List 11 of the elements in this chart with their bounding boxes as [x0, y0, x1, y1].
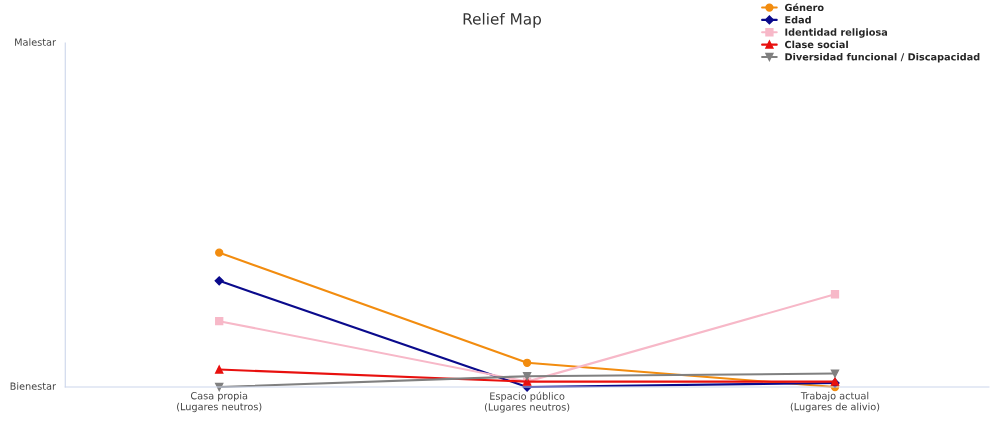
legend-label: Género: [784, 3, 824, 12]
text: Bienestar: [10, 382, 57, 390]
legend-label: Identidad religiosa: [785, 28, 888, 38]
x-tick-label: Trabajo actual (Lugares de alivio): [790, 391, 880, 413]
x-tick-label: Casa propia (Lugares neutros): [177, 391, 262, 413]
chart-title: Relief Map: [463, 12, 542, 28]
x-tick-label: Espacio público (Lugares neutros): [484, 391, 570, 413]
legend-label: Edad: [785, 15, 811, 24]
legend-label: Diversidad funcional / Discapacidad: [785, 52, 980, 63]
text: Malestar: [15, 38, 57, 46]
legend-label: Clase social: [784, 40, 848, 49]
